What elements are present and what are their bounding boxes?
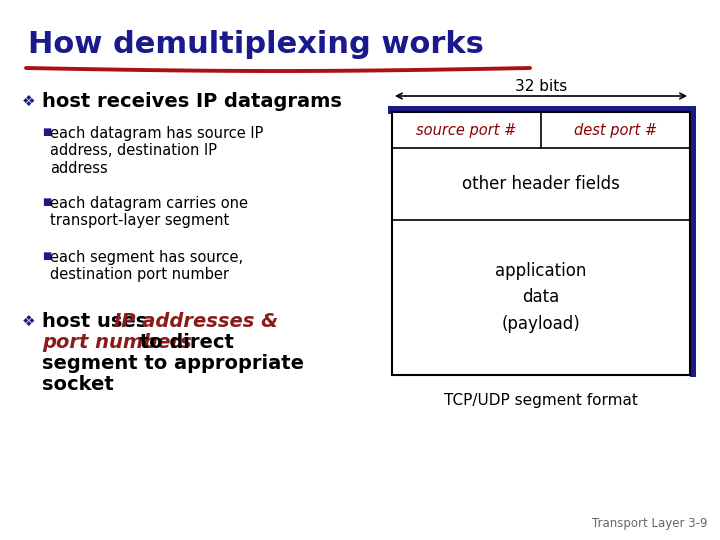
Text: each segment has source,
destination port number: each segment has source, destination por… <box>50 250 243 282</box>
Text: host receives IP datagrams: host receives IP datagrams <box>42 92 342 111</box>
Bar <box>388 106 694 114</box>
Text: application
data
(payload): application data (payload) <box>495 262 587 333</box>
Text: TCP/UDP segment format: TCP/UDP segment format <box>444 393 638 408</box>
Text: ■: ■ <box>42 127 51 137</box>
Text: ■: ■ <box>42 251 51 261</box>
Text: Transport Layer 3-9: Transport Layer 3-9 <box>593 517 708 530</box>
Text: ❖: ❖ <box>22 314 35 329</box>
Text: host uses: host uses <box>42 312 154 331</box>
Text: 32 bits: 32 bits <box>515 79 567 94</box>
Text: dest port #: dest port # <box>574 123 657 138</box>
Text: segment to appropriate: segment to appropriate <box>42 354 304 373</box>
Text: port numbers: port numbers <box>42 333 192 352</box>
Text: ❖: ❖ <box>22 94 35 109</box>
Text: source port #: source port # <box>416 123 517 138</box>
Text: each datagram carries one
transport-layer segment: each datagram carries one transport-laye… <box>50 196 248 228</box>
Text: IP addresses &: IP addresses & <box>114 312 278 331</box>
Text: socket: socket <box>42 375 114 394</box>
Bar <box>690 106 696 377</box>
Text: to direct: to direct <box>133 333 234 352</box>
Text: other header fields: other header fields <box>462 175 620 193</box>
Text: ■: ■ <box>42 197 51 207</box>
Text: How demultiplexing works: How demultiplexing works <box>28 30 484 59</box>
Text: each datagram has source IP
address, destination IP
address: each datagram has source IP address, des… <box>50 126 264 176</box>
Bar <box>392 112 690 375</box>
